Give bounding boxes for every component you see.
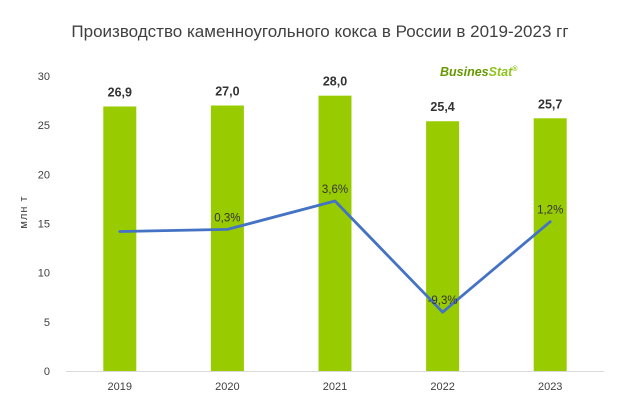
x-tick-label: 2023 — [538, 381, 562, 393]
change-label: 1,2% — [537, 205, 563, 217]
y-tick-label: 0 — [44, 366, 50, 378]
y-tick-label: 5 — [44, 317, 50, 329]
x-tick-label: 2019 — [108, 381, 132, 393]
bar-2023 — [533, 118, 567, 372]
logo-mark: ® — [512, 65, 518, 73]
change-label: -9,3% — [428, 295, 458, 307]
bar-2021 — [318, 95, 352, 372]
watermark-logo: BusinesStat® — [440, 65, 518, 79]
y-tick-label: 20 — [38, 169, 50, 181]
bar-value-label: 25,4 — [430, 100, 454, 114]
x-axis-ticks: 2019 2020 2021 2022 2023 — [108, 381, 563, 393]
y-axis-ticks: 0 5 10 15 20 25 30 — [38, 71, 50, 378]
change-label: 0,3% — [214, 212, 240, 224]
x-tick-label: 2022 — [430, 381, 454, 393]
value-labels: 26,9 27,0 28,0 25,4 25,7 — [108, 75, 563, 115]
change-label: 3,6% — [322, 184, 348, 196]
bar-value-label: 26,9 — [108, 85, 132, 99]
y-tick-label: 30 — [38, 71, 50, 83]
bar-value-label: 28,0 — [323, 75, 347, 89]
y-tick-label: 15 — [38, 219, 50, 231]
bars — [103, 95, 567, 372]
change-labels: 0,3% 3,6% -9,3% 1,2% — [214, 184, 563, 307]
bar-value-label: 27,0 — [215, 85, 239, 99]
bar-value-label: 25,7 — [538, 97, 562, 111]
bar-2020 — [210, 105, 244, 371]
x-tick-label: 2021 — [323, 381, 347, 393]
y-axis-label: млн т — [18, 195, 30, 228]
logo-part2: Stat — [489, 65, 513, 79]
y-tick-label: 25 — [38, 120, 50, 132]
change-line — [118, 199, 552, 314]
bar-2019 — [103, 106, 137, 371]
chart-title: Производство каменноугольного кокса в Ро… — [71, 22, 568, 41]
bar-2022 — [426, 121, 460, 371]
x-tick-label: 2020 — [215, 381, 239, 393]
logo-part1: Busines — [440, 65, 489, 79]
y-tick-label: 10 — [38, 268, 50, 280]
svg-text:BusinesStat®: BusinesStat® — [440, 65, 518, 79]
